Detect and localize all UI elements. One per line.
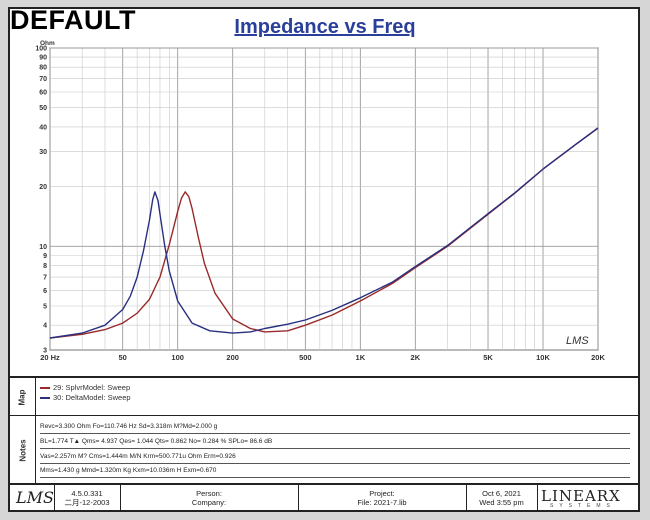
y-tick-label: 4 <box>43 323 47 330</box>
y-tick-label: 80 <box>39 65 47 72</box>
footer-divider <box>537 485 538 510</box>
legend-label: 30: DeltaModel: Sweep <box>53 393 131 402</box>
note-rule <box>40 463 630 464</box>
x-tick-label: 50 <box>119 353 127 362</box>
note-rule <box>40 448 630 449</box>
note-line: Mms=1.430 g Mmd=1.320m Kg Kxm=10.036m H … <box>40 467 217 474</box>
y-tick-label: 5 <box>43 304 47 311</box>
legend-item: 29: SplvrModel: Sweep <box>40 383 130 392</box>
date-text: Oct 6, 2021 <box>482 489 521 498</box>
y-tick-label: 8 <box>43 263 47 270</box>
footer-divider <box>298 485 299 510</box>
map-bottom-rule <box>8 415 640 416</box>
note-line: Revc=3.300 Ohm Fo=110.746 Hz Sd=3.318m M… <box>40 423 218 430</box>
version-date: 二月-12-2003 <box>64 498 110 507</box>
note-rule <box>40 477 630 478</box>
y-tick-label: 7 <box>43 275 47 282</box>
footer-divider <box>54 485 55 510</box>
lms-watermark: LMS <box>566 335 589 347</box>
x-tick-label: 2K <box>411 353 421 362</box>
x-tick-label: 20 Hz <box>40 353 60 362</box>
y-tick-label: 6 <box>43 288 47 295</box>
note-line: Vas=2.257m M? Cms=1.444m M/N Krm=500.771… <box>40 453 236 460</box>
person-company-info: Person: Company: <box>122 489 296 507</box>
chart-series <box>49 127 599 339</box>
lms-logo: LMS <box>16 488 54 507</box>
y-tick-label: 100 <box>35 46 47 53</box>
chart-grid <box>49 47 599 351</box>
y-tick-label: 70 <box>39 76 47 83</box>
file-label: File: 2021-7.lib <box>357 498 407 507</box>
x-tick-label: 200 <box>226 353 239 362</box>
footer-divider <box>120 485 121 510</box>
notes-bottom-rule <box>8 483 640 485</box>
version-info: 4.5.0.331 二月-12-2003 <box>56 489 118 507</box>
legend-swatch <box>40 386 50 389</box>
chart-ticks: 20 Hz 50 100 200 500 1K 2K 5K 10K 20K 100 90 80 70 60 5… <box>35 46 605 363</box>
sidebar-rule <box>35 377 36 483</box>
plot-area <box>49 47 599 351</box>
legend-swatch <box>40 396 50 399</box>
legend-item: 30: DeltaModel: Sweep <box>40 393 131 402</box>
y-axis-label: Ohm <box>40 40 55 47</box>
chart-title: Impedance vs Freq <box>234 16 416 38</box>
y-tick-label: 9 <box>43 253 47 260</box>
y-tick-label: 30 <box>39 149 47 156</box>
y-tick-label: 10 <box>39 244 47 251</box>
person-label: Person: <box>196 489 222 498</box>
date-info: Oct 6, 2021 Wed 3:55 pm <box>468 489 535 507</box>
linearx-brand-sub: SYSTEMS <box>550 503 616 509</box>
x-tick-label: 10K <box>536 353 550 362</box>
project-label: Project: <box>369 489 395 498</box>
x-tick-label: 5K <box>483 353 493 362</box>
y-tick-label: 50 <box>39 105 47 112</box>
series-line <box>49 127 599 339</box>
chart-bottom-rule <box>8 376 640 378</box>
impedance-chart: 20 Hz 50 100 200 500 1K 2K 5K 10K 20K 100 90 80 70 60 5… <box>35 40 605 363</box>
time-text: Wed 3:55 pm <box>479 498 524 507</box>
y-tick-label: 40 <box>39 124 47 131</box>
linearx-brand: LINEARX <box>541 487 621 505</box>
y-tick-label: 3 <box>43 348 47 355</box>
notes-section-label: Notes <box>18 439 28 462</box>
legend-label: 29: SplvrModel: Sweep <box>53 383 131 392</box>
x-tick-label: 500 <box>299 353 312 362</box>
footer-divider <box>466 485 467 510</box>
version-text: 4.5.0.331 <box>71 489 103 498</box>
note-rule <box>40 433 630 434</box>
x-tick-label: 100 <box>171 353 184 362</box>
default-label: DEFAULT <box>10 5 136 35</box>
y-tick-label: 20 <box>39 184 47 191</box>
note-line: BL=1.774 T▲ Qms= 4.937 Qes= 1.044 Qts= 0… <box>40 438 273 445</box>
x-tick-label: 1K <box>356 353 366 362</box>
project-info: Project: File: 2021-7.lib <box>300 489 464 507</box>
y-tick-label: 60 <box>39 89 47 96</box>
map-section-label: Map <box>17 389 27 406</box>
x-tick-label: 20K <box>591 353 605 362</box>
company-label: Company: <box>191 498 227 507</box>
y-tick-label: 90 <box>39 55 47 62</box>
